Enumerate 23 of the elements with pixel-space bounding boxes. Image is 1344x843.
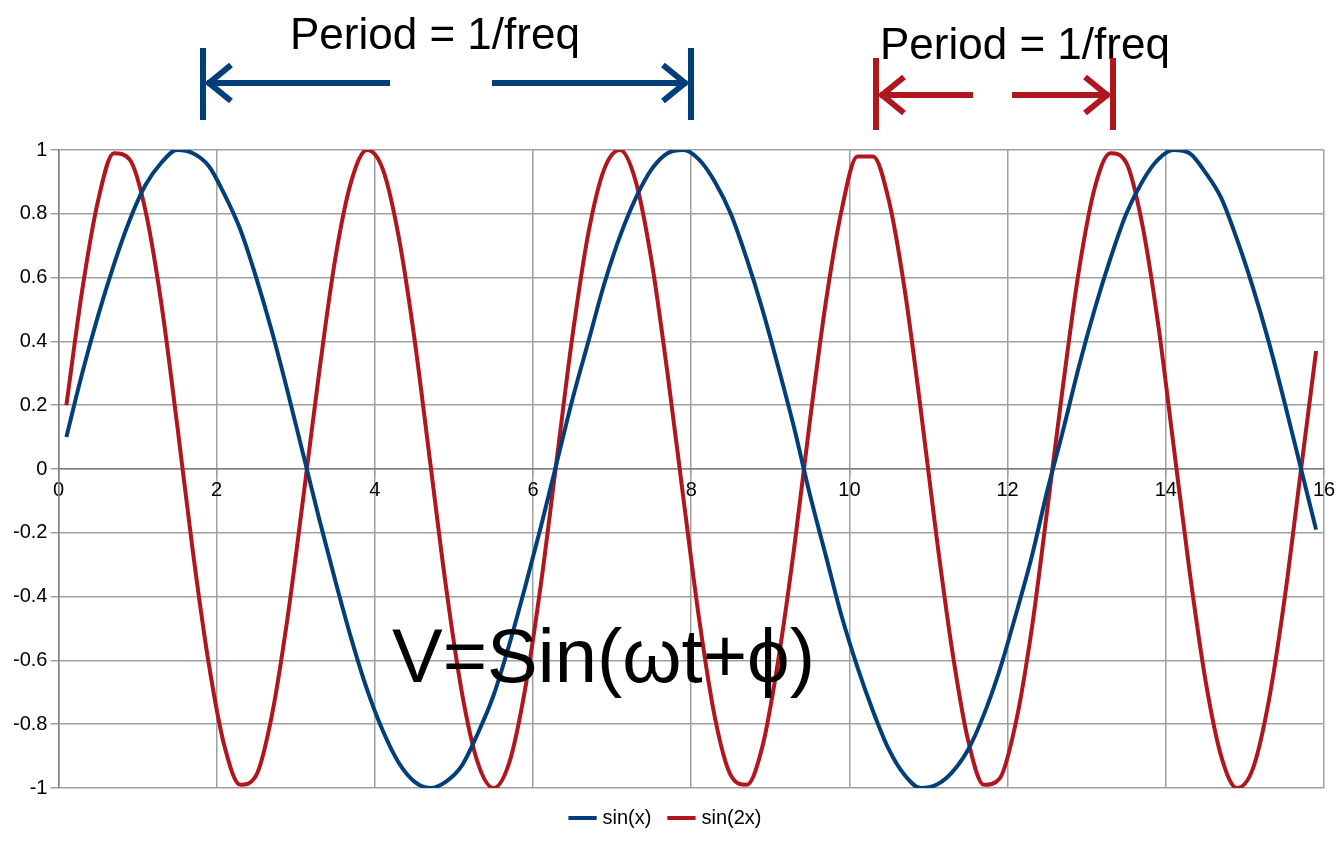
y-tick-label: -0.4 bbox=[12, 584, 48, 607]
y-tick-label: 0.8 bbox=[19, 201, 48, 224]
y-tick-label: 0.4 bbox=[19, 328, 48, 351]
y-tick-label: 1 bbox=[36, 137, 48, 160]
legend-label: sin(2x) bbox=[701, 805, 762, 828]
legend-label: sin(x) bbox=[602, 805, 652, 828]
y-tick-label: -0.8 bbox=[12, 711, 48, 734]
y-tick-label: 0.2 bbox=[19, 392, 48, 415]
y-tick-label: -0.6 bbox=[12, 647, 48, 670]
x-tick-label: 16 bbox=[1312, 477, 1336, 500]
x-tick-label: 8 bbox=[685, 477, 697, 500]
y-tick-label: -0.2 bbox=[12, 520, 48, 543]
y-tick-label: -1 bbox=[29, 775, 48, 798]
x-tick-label: 12 bbox=[996, 477, 1019, 500]
x-tick-label: 10 bbox=[838, 477, 861, 500]
x-tick-label: 4 bbox=[369, 477, 381, 500]
text: Period = 1/freq bbox=[290, 9, 580, 58]
y-tick-label: 0 bbox=[36, 456, 48, 479]
x-tick-label: 6 bbox=[527, 477, 539, 500]
text: Period = 1/freq bbox=[880, 19, 1170, 68]
x-tick-label: 2 bbox=[211, 477, 223, 500]
x-tick-label: 14 bbox=[1154, 477, 1177, 500]
y-tick-label: 0.6 bbox=[19, 265, 48, 288]
